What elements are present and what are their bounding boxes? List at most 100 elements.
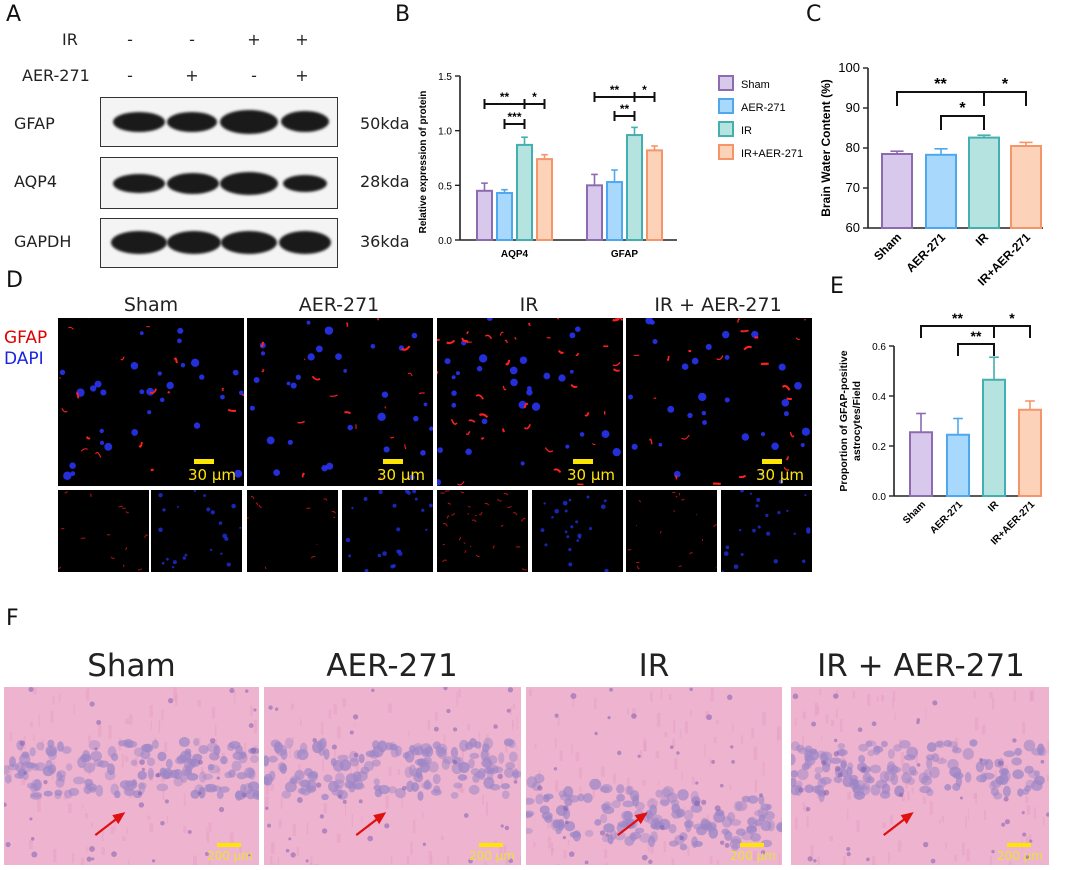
scale-bar (762, 459, 782, 464)
panel-letter-d: D (6, 268, 23, 293)
x-tick-label: GFAP (611, 249, 639, 260)
bar (925, 153, 957, 229)
treatment-label-aer: AER-271 (22, 66, 90, 85)
bar (1010, 145, 1042, 229)
y-tick-label: 0.2 (872, 442, 886, 453)
y-tick-label: 0.0 (438, 236, 452, 247)
he-condition-header: IR (638, 648, 670, 684)
if-condition-header: IR + AER-271 (654, 294, 782, 316)
treatment-sign: - (189, 30, 195, 49)
panel-letter-e: E (830, 274, 844, 299)
legend-swatch (718, 144, 734, 160)
significance-bracket (896, 91, 985, 106)
significance-label: * (1009, 310, 1015, 326)
if-merged-image: 30 μm (247, 318, 433, 486)
scale-bar-label: 30 μm (376, 466, 425, 484)
scale-bar (479, 843, 503, 847)
y-tick-label: 80 (846, 140, 860, 155)
bar (1018, 408, 1042, 497)
legend-label: IR+AER-271 (741, 148, 803, 160)
gfap-stain-label: GFAP (4, 328, 48, 348)
panel-letter-a: A (6, 2, 22, 27)
significance-label: ** (500, 90, 510, 104)
scale-bar-label: 200 μm (729, 849, 776, 863)
bar (909, 431, 933, 497)
treatment-sign: + (295, 30, 309, 49)
treatment-sign: + (295, 66, 309, 85)
y-tick-label: 60 (846, 220, 860, 235)
scale-bar (573, 459, 593, 464)
if-gfap-channel-image (437, 490, 528, 572)
if-dapi-channel-image (342, 490, 433, 572)
significance-label: ** (971, 328, 982, 344)
significance-label: ** (610, 83, 620, 97)
significance-label: * (532, 90, 537, 104)
bar (646, 149, 663, 241)
x-tick-label: AER-271 (903, 230, 948, 275)
treatment-sign: - (251, 66, 257, 85)
bar (968, 136, 1000, 229)
dapi-stain-label: DAPI (4, 349, 44, 369)
treatment-label-ir: IR (62, 30, 78, 49)
scale-bar (1007, 843, 1031, 847)
significance-label: * (959, 100, 966, 117)
if-merged-image: 30 μm (626, 318, 812, 486)
significance-label: * (1002, 76, 1009, 93)
scale-bar-label: 200 μm (468, 849, 515, 863)
y-tick-label: 70 (846, 180, 860, 195)
bar (946, 433, 970, 497)
panel-letter-b: B (395, 2, 411, 27)
significance-bracket (983, 91, 1027, 106)
aqp4-blot (100, 157, 338, 209)
treatment-sign: - (127, 30, 133, 49)
significance-bracket (920, 325, 995, 338)
he-micrograph: 200 μm (264, 687, 521, 865)
scale-bar (383, 459, 403, 464)
bar (476, 189, 493, 242)
scale-bar-label: 30 μm (755, 466, 804, 484)
y-axis-label: Proportion of GFAP-positive (838, 350, 850, 491)
if-dapi-channel-image (532, 490, 623, 572)
x-tick-label: Sham (871, 230, 904, 263)
y-tick-label: 0.5 (438, 181, 452, 192)
y-tick-label: 0.4 (872, 392, 886, 403)
if-gfap-channel-image (58, 490, 149, 572)
chart-e-gfap-proportion: 0.0 0.2 0.4 0.6 Proportion of GFAP-positive a… (838, 310, 1042, 546)
bar (586, 184, 603, 241)
he-condition-header: Sham (87, 648, 176, 684)
legend-label: Sham (741, 79, 770, 91)
scale-bar (217, 843, 241, 847)
y-tick-label: 0.0 (872, 492, 886, 503)
significance-bracket (957, 343, 995, 356)
bar (516, 143, 533, 241)
x-tick-label: IR (973, 230, 992, 249)
legend-swatch (718, 75, 734, 91)
panel-letter-f: F (6, 606, 19, 631)
x-tick-label: AER-271 (928, 499, 965, 536)
if-dapi-channel-image (151, 490, 242, 572)
y-axis-label: astrocytes/Field (851, 381, 863, 461)
treatment-sign: + (247, 30, 261, 49)
he-micrograph: 200 μm (791, 687, 1049, 865)
significance-bracket (993, 325, 1031, 338)
if-condition-header: Sham (123, 294, 179, 316)
y-tick-label: 100 (838, 60, 860, 75)
chart-c-brain-water: 60 70 80 90 100 Brain Water Content (%) Sham AE… (819, 60, 1043, 288)
scale-bar-label: 30 μm (187, 466, 236, 484)
if-merged-image: 30 μm (437, 318, 623, 486)
blot-protein-label: AQP4 (14, 172, 58, 191)
scale-bar-label: 200 μm (206, 849, 253, 863)
scale-bar (740, 843, 764, 847)
significance-bracket (940, 115, 985, 130)
blot-size-label: 28kda (360, 172, 410, 191)
treatment-sign: + (185, 66, 199, 85)
legend-swatch (718, 98, 734, 114)
significance-label: ** (952, 310, 963, 326)
scale-bar (194, 459, 214, 464)
scale-bar-label: 30 μm (566, 466, 615, 484)
if-merged-image: 30 μm (58, 318, 244, 486)
blot-size-label: 36kda (360, 232, 410, 251)
bar (881, 153, 913, 229)
y-tick-label: 1.0 (438, 127, 452, 138)
if-condition-header: AER-271 (298, 294, 380, 316)
